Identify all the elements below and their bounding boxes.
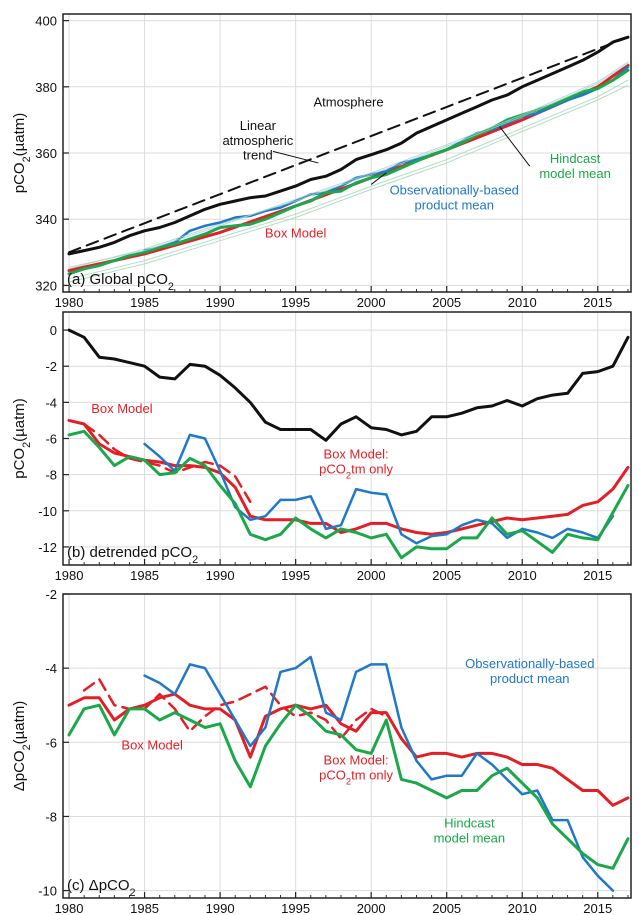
series-hindcast-model-mean xyxy=(67,703,630,870)
tick-label-y: -8 xyxy=(45,809,57,824)
tick-label-x: 2000 xyxy=(357,568,386,583)
series-ensemble-member-7 xyxy=(68,61,629,268)
tick-label-y: -6 xyxy=(45,735,57,750)
tick-label-y: -6 xyxy=(45,432,57,447)
panel-label: (c) ΔpCO2 xyxy=(67,877,136,899)
tick-label-x: 1980 xyxy=(55,295,84,310)
tick-label-x: 2015 xyxy=(583,901,612,915)
y-axis-label: ΔpCO2(µatm) xyxy=(11,701,33,792)
annotation: Box Model xyxy=(265,225,327,240)
annotation: Observationally-based product mean xyxy=(390,182,519,212)
series-ensemble-member-8 xyxy=(68,63,629,270)
annotation: Hindcast model mean xyxy=(539,151,611,181)
tick-label-x: 1990 xyxy=(206,295,235,310)
major-ticks xyxy=(63,329,599,565)
series-ensemble-member-5 xyxy=(68,79,629,280)
tick-label-x: 2010 xyxy=(508,295,537,310)
tick-label-x: 2000 xyxy=(357,295,386,310)
panel-3: 1980 1985 1990 1995 2000 2005 2010 2015 -2 -4 -6 -8… xyxy=(11,587,632,915)
tick-label-x: 1980 xyxy=(55,568,84,583)
series-ensemble-member-6 xyxy=(68,84,629,283)
annotation: Box Model xyxy=(91,401,153,416)
leader-trend xyxy=(272,150,319,164)
annotation: Box Model: pCO2tm only xyxy=(319,753,393,787)
panel-2: 1980 1985 1990 1995 2000 2005 2010 2015 0 -2 -4 -6 -… xyxy=(11,311,632,583)
leader-obs xyxy=(370,172,387,185)
tick-label-y: -2 xyxy=(45,587,57,602)
panel-label: (b) detrended pCO2 xyxy=(67,544,198,566)
tick-label-y: 400 xyxy=(35,14,57,29)
tick-label-y: -4 xyxy=(45,661,57,676)
series-group xyxy=(67,328,630,560)
series-hindcast-model-mean xyxy=(67,429,630,560)
y-axis-label: pCO2(µatm) xyxy=(11,398,33,479)
grid xyxy=(63,14,631,292)
panel-1: 1980 1985 1990 1995 2000 2005 2010 2015 320 340 36… xyxy=(11,13,632,310)
annotation: Observationally-based product mean xyxy=(465,656,594,686)
tick-label-y: -10 xyxy=(38,884,57,899)
tick-label-x: 2005 xyxy=(432,295,461,310)
y-axis-label: pCO2(µatm) xyxy=(11,113,33,194)
series-linear-atmospheric-trend xyxy=(68,36,629,254)
series-observationally-based-product-mean xyxy=(143,655,615,892)
minor-ticks xyxy=(83,289,629,292)
tick-label-y: -4 xyxy=(45,395,57,410)
tick-label-x: 1995 xyxy=(281,295,310,310)
annotation: Atmosphere xyxy=(313,95,383,110)
series-box-model-pco2atm-only xyxy=(82,422,252,504)
tick-label-x: 2015 xyxy=(583,568,612,583)
tick-label-x: 2005 xyxy=(432,901,461,915)
tick-label-y: -2 xyxy=(45,359,57,374)
tick-label-x: 1985 xyxy=(130,901,159,915)
annotation: Hindcast model mean xyxy=(434,816,506,846)
tick-label-x: 1990 xyxy=(206,901,235,915)
panel-label: (a) Global pCO2 xyxy=(67,271,174,293)
series-group xyxy=(67,655,630,892)
annotation: Box Model xyxy=(121,738,183,753)
tick-label-x: 1985 xyxy=(130,295,159,310)
major-ticks xyxy=(63,593,599,898)
tick-label-x: 1980 xyxy=(55,901,84,915)
tick-label-x: 1995 xyxy=(281,568,310,583)
annotation: Linear atmospheric trend xyxy=(222,118,293,163)
tick-label-x: 1985 xyxy=(130,568,159,583)
major-ticks xyxy=(63,20,599,292)
tick-label-y: 0 xyxy=(50,323,57,338)
tick-label-x: 2010 xyxy=(508,901,537,915)
tick-label-x: 2000 xyxy=(357,901,386,915)
tick-label-x: 2010 xyxy=(508,568,537,583)
panels: 1980 1985 1990 1995 2000 2005 2010 2015 320 340 36… xyxy=(11,13,632,915)
series-atmosphere xyxy=(67,35,630,256)
tick-label-x: 2005 xyxy=(432,568,461,583)
tick-label-y: -10 xyxy=(38,504,57,519)
annotation: Box Model: pCO2tm only xyxy=(319,446,393,480)
series-observationally-based-product-mean xyxy=(143,65,630,252)
tick-label-y: 360 xyxy=(35,146,57,161)
tick-label-y: 340 xyxy=(35,212,57,227)
tick-label-y: 380 xyxy=(35,80,57,95)
tick-label-x: 1995 xyxy=(281,901,310,915)
series-atmosphere xyxy=(67,328,630,442)
leader-lines xyxy=(272,126,531,185)
tick-label-y: -8 xyxy=(45,468,57,483)
leader-hindcast xyxy=(499,126,531,167)
tick-label-x: 1990 xyxy=(206,568,235,583)
plot-frame xyxy=(62,593,632,899)
tick-label-y: 320 xyxy=(35,278,57,293)
tick-label-x: 2015 xyxy=(583,295,612,310)
series-group xyxy=(67,35,630,283)
tick-label-y: -12 xyxy=(38,540,57,555)
series-observationally-based-product-mean xyxy=(143,433,615,545)
